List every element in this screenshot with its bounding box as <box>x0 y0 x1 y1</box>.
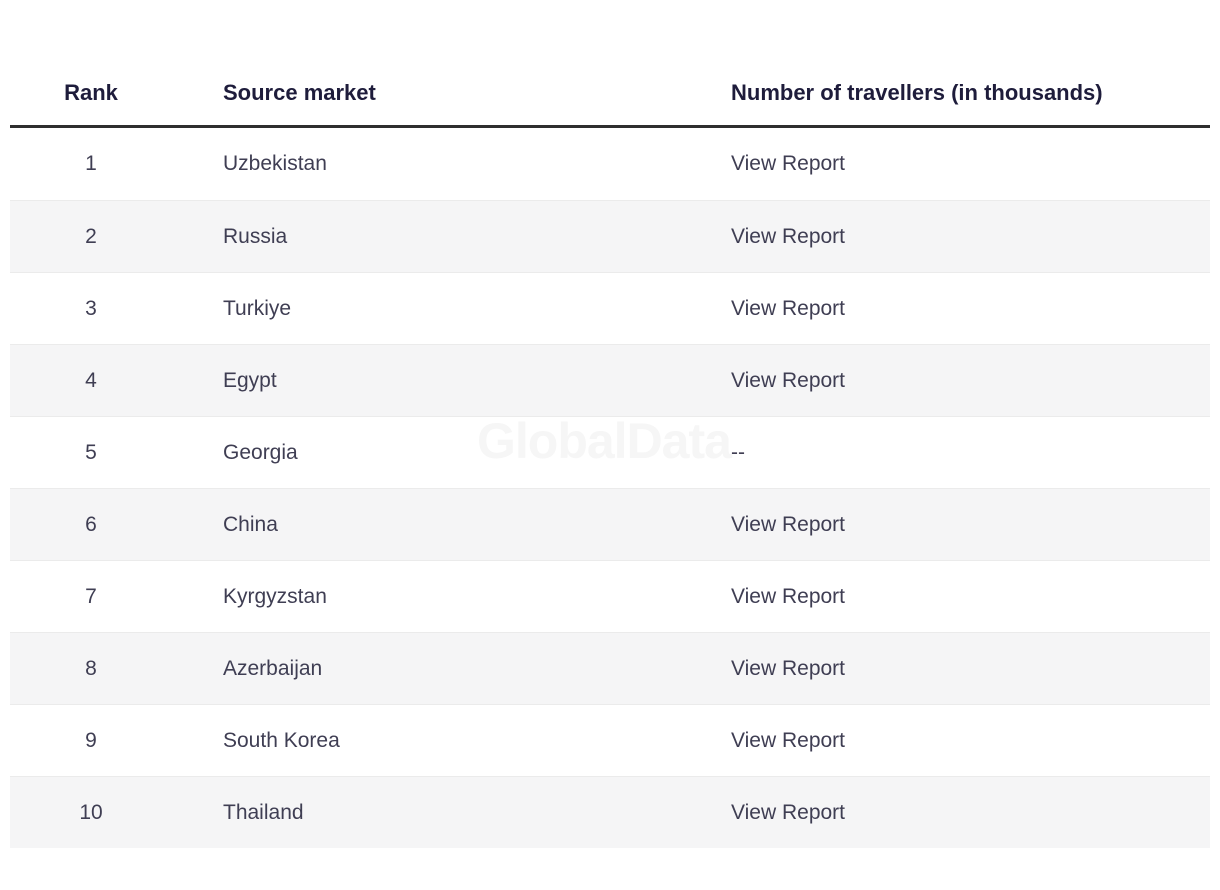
market-cell: Russia <box>223 224 288 248</box>
table-row: 3 Turkiye View Report <box>10 272 1210 344</box>
column-header-travellers: Number of travellers (in thousands) <box>731 79 1103 105</box>
table-header-row: Rank Source market Number of travellers … <box>10 60 1210 125</box>
table-row: 10 Thailand View Report <box>10 776 1210 848</box>
view-report-link[interactable]: View Report <box>731 728 846 752</box>
market-cell: Georgia <box>223 440 298 464</box>
rank-cell: 10 <box>79 800 103 824</box>
source-market-table: Rank Source market Number of travellers … <box>10 0 1210 848</box>
market-cell: Kyrgyzstan <box>223 584 327 608</box>
rank-cell: 8 <box>85 656 97 680</box>
rank-cell: 7 <box>85 584 97 608</box>
table-row: 7 Kyrgyzstan View Report <box>10 560 1210 632</box>
view-report-link[interactable]: View Report <box>731 584 846 608</box>
table-row: 5 Georgia -- <box>10 416 1210 488</box>
market-cell: Turkiye <box>223 296 292 320</box>
market-cell: Thailand <box>223 800 304 824</box>
table-row: 4 Egypt View Report <box>10 344 1210 416</box>
rank-cell: 4 <box>85 368 97 392</box>
rank-cell: 5 <box>85 440 97 464</box>
column-header-rank: Rank <box>64 79 118 105</box>
table-row: 8 Azerbaijan View Report <box>10 632 1210 704</box>
view-report-link[interactable]: View Report <box>731 368 846 392</box>
globaldata-watermark: GlobalData <box>477 413 732 469</box>
market-cell: Egypt <box>223 368 277 392</box>
market-cell: Uzbekistan <box>223 152 327 175</box>
no-data-value: -- <box>731 440 745 464</box>
rank-cell: 1 <box>85 152 97 175</box>
rank-cell: 9 <box>85 728 97 752</box>
column-header-source-market: Source market <box>223 79 376 105</box>
market-cell: Azerbaijan <box>223 656 323 680</box>
table-row: 6 China View Report <box>10 488 1210 560</box>
market-cell: China <box>223 512 278 536</box>
view-report-link[interactable]: View Report <box>731 152 846 175</box>
table-row: 1 Uzbekistan View Report <box>10 128 1210 200</box>
view-report-link[interactable]: View Report <box>731 224 846 248</box>
view-report-link[interactable]: View Report <box>731 512 846 536</box>
rank-cell: 6 <box>85 512 97 536</box>
rank-cell: 2 <box>85 224 97 248</box>
market-cell: South Korea <box>223 728 340 752</box>
rank-cell: 3 <box>85 296 97 320</box>
table-body: 1 Uzbekistan View Report 2 Russia View R… <box>10 128 1210 848</box>
header-divider <box>10 125 1210 128</box>
view-report-link[interactable]: View Report <box>731 800 846 824</box>
table-row: 9 South Korea View Report <box>10 704 1210 776</box>
table-row: 2 Russia View Report <box>10 200 1210 272</box>
view-report-link[interactable]: View Report <box>731 656 846 680</box>
view-report-link[interactable]: View Report <box>731 296 846 320</box>
